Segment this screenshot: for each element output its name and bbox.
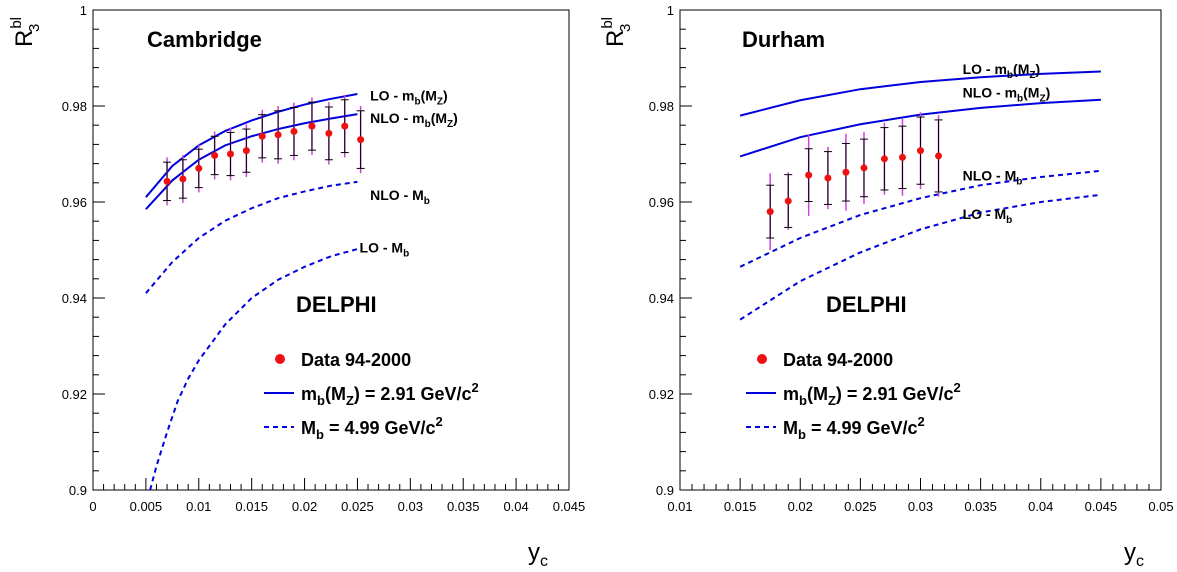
curve-label-2: NLO - Mb [963,168,1023,188]
experiment-label: DELPHI [296,292,377,317]
x-axis-title: yc [528,539,548,570]
x-tick-label: 0.02 [788,499,813,514]
legend-entry-0: Data 94-2000 [301,350,411,370]
panel-cambridge: 0.9 0.92 0.94 0.96 0.98 1 0 0.005 0.01 0.015 0.02 0… [8,3,585,570]
data-point [766,208,774,216]
data-point [784,197,792,205]
x-tick-label: 0.02 [292,499,317,514]
theory-curve-1 [145,113,358,210]
x-tick-label: 0.025 [341,499,374,514]
x-tick-label: 0.045 [553,499,586,514]
curve-label-1: NLO - mb(MZ) [963,85,1051,105]
x-tick-label: 0.015 [235,499,268,514]
y-tick-label: 0.96 [62,195,87,210]
experiment-label: DELPHI [826,292,907,317]
x-tick-label: 0.035 [964,499,997,514]
legend: Data 94-2000 mb(MZ) = 2.91 GeV/c2 Mb = 4.9… [264,350,479,442]
legend: Data 94-2000 mb(MZ) = 2.91 GeV/c2 Mb = 4.9… [746,350,961,442]
legend-entry-0: Data 94-2000 [783,350,893,370]
y-tick-label: 0.96 [649,195,674,210]
x-tick-label: 0 [89,499,96,514]
data-point [898,153,906,161]
x-tick-label: 0.04 [503,499,528,514]
theory-curve-0 [145,93,358,198]
theory-curve-2 [145,180,358,294]
curve-label-2: NLO - Mb [370,187,430,207]
plot-frame [92,9,570,491]
data-point [274,131,282,139]
panel-durham: 0.9 0.92 0.94 0.96 0.98 1 0.01 0.015 0.02 0.025 0.… [599,3,1174,570]
x-axis-title: yc [1124,539,1144,570]
y-axis-title: Rbl3 [599,17,634,47]
x-tick-label: 0.025 [844,499,877,514]
theory-curve-0 [739,70,1101,117]
y-tick-label: 0.98 [649,99,674,114]
curve-label-0: LO - mb(MZ) [370,87,448,107]
data-point [860,164,868,172]
data-point [308,122,316,130]
x-tick-label: 0.01 [667,499,692,514]
y-tick-label: 0.92 [649,387,674,402]
curve-label-0: LO - mb(MZ) [963,61,1041,81]
legend-entry-1: mb(MZ) = 2.91 GeV/c2 [301,380,479,408]
data-point [258,132,266,140]
legend-entry-1: mb(MZ) = 2.91 GeV/c2 [783,380,961,408]
legend-marker-data [275,354,285,364]
y-tick-label: 0.98 [62,99,87,114]
curve-label-3: LO - Mb [963,206,1013,226]
legend-entry-2: Mb = 4.99 GeV/c2 [783,414,925,442]
data-point [290,127,298,135]
data-point [805,171,813,179]
x-tick-label: 0.05 [1148,499,1173,514]
x-tick-label: 0.04 [1028,499,1053,514]
y-tick-label: 0.94 [649,291,674,306]
panel-title: Cambridge [147,27,262,52]
y-tick-label: 0.9 [656,483,674,498]
data-point [341,122,349,130]
data-point [227,150,235,158]
panel-title: Durham [742,27,825,52]
x-tick-label: 0.005 [130,499,163,514]
data-point [163,177,171,185]
x-tick-label: 0.01 [186,499,211,514]
y-tick-label: 0.94 [62,291,87,306]
data-point [880,155,888,163]
data-point [917,147,924,155]
theory-curve-3 [739,193,1101,321]
legend-marker-data [757,354,767,364]
y-axis-title: Rbl3 [8,17,43,47]
data-point [179,175,187,183]
data-point [935,152,943,160]
data-point [195,164,203,172]
theory-curve-3 [149,246,363,491]
data-point [357,136,365,144]
data-point [824,174,832,182]
x-tick-label: 0.03 [908,499,933,514]
theory-curve-2 [739,169,1101,268]
curve-label-3: LO - Mb [360,240,410,260]
curve-label-1: NLO - mb(MZ) [370,110,458,130]
x-tick-label: 0.035 [447,499,480,514]
data-point [842,168,850,176]
data-point [211,151,219,159]
y-tick-label: 0.9 [69,483,87,498]
x-tick-label: 0.03 [398,499,423,514]
y-tick-label: 0.92 [62,387,87,402]
x-tick-label: 0.045 [1085,499,1118,514]
data-point [242,147,250,155]
data-point [325,129,333,137]
x-tick-label: 0.015 [724,499,757,514]
y-tick-label: 1 [667,3,674,18]
legend-entry-2: Mb = 4.99 GeV/c2 [301,414,443,442]
y-tick-label: 1 [80,3,87,18]
